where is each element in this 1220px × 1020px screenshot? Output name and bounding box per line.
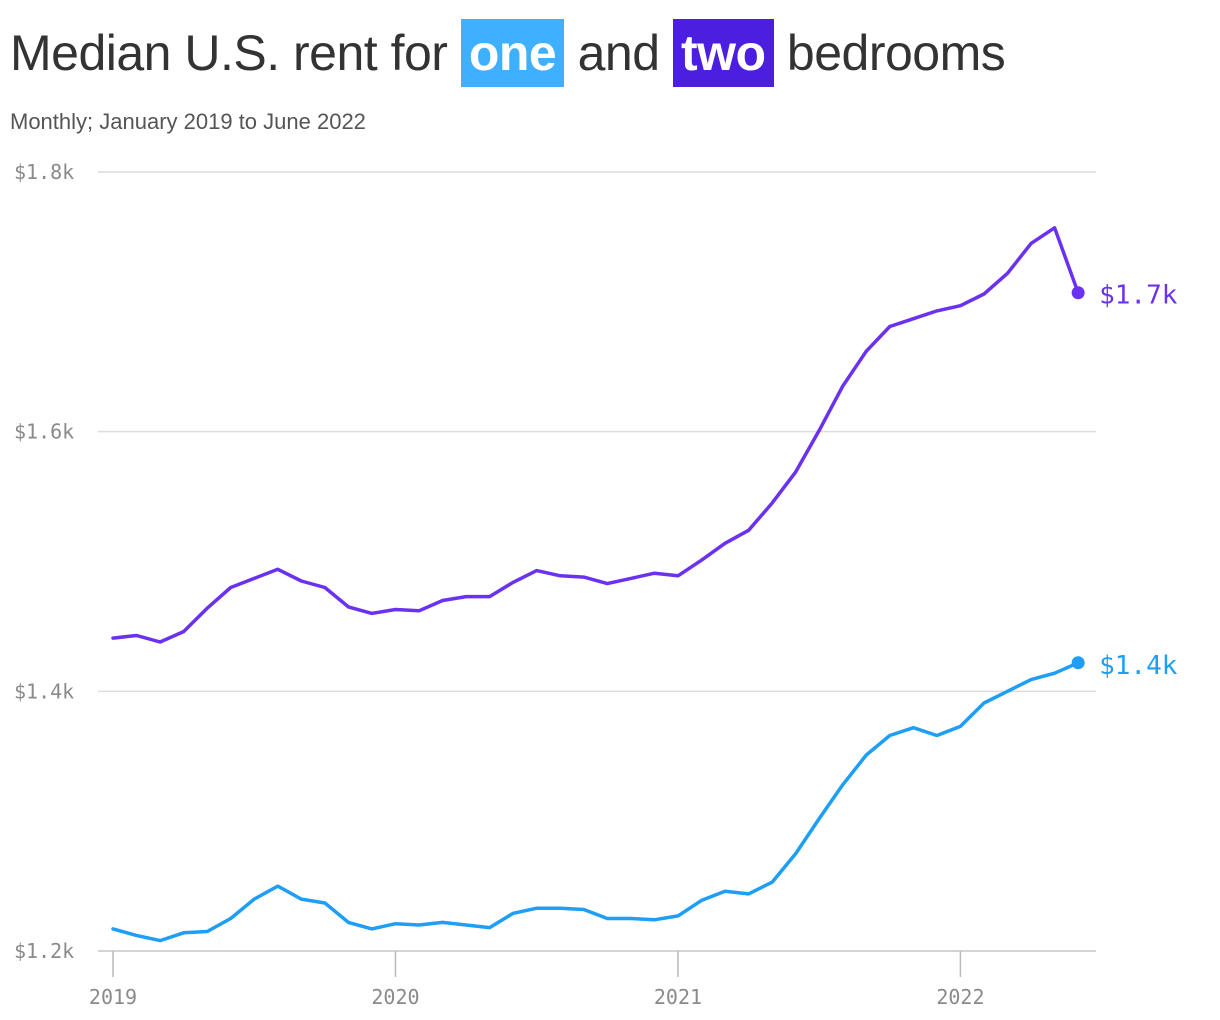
x-tick-label: 2020 (371, 985, 419, 1009)
x-tick-label: 2019 (89, 985, 137, 1009)
series-line-one (111, 661, 1080, 943)
y-tick-label: $1.2k (14, 939, 74, 963)
y-tick-label: $1.8k (14, 160, 74, 184)
chart-subtitle: Monthly; January 2019 to June 2022 (10, 109, 366, 134)
title-middle: and (564, 25, 673, 81)
title-highlight-one: one (460, 19, 565, 87)
series-line-two (111, 226, 1080, 644)
y-tick-label: $1.6k (14, 420, 74, 444)
title-suffix: bedrooms (773, 25, 1006, 81)
chart-title: Median U.S. rent for one and two bedroom… (10, 18, 1006, 88)
series-endpoint-one (1071, 656, 1085, 670)
series-end-label-one: $1.4k (1099, 651, 1178, 681)
series-end-label-two: $1.7k (1099, 281, 1178, 311)
title-highlight-two: two (672, 19, 774, 87)
x-tick-label: 2021 (654, 985, 702, 1009)
y-tick-label: $1.4k (14, 679, 74, 703)
series-endpoint-two (1071, 286, 1085, 300)
title-prefix: Median U.S. rent for (10, 25, 461, 81)
x-tick-label: 2022 (936, 985, 984, 1009)
